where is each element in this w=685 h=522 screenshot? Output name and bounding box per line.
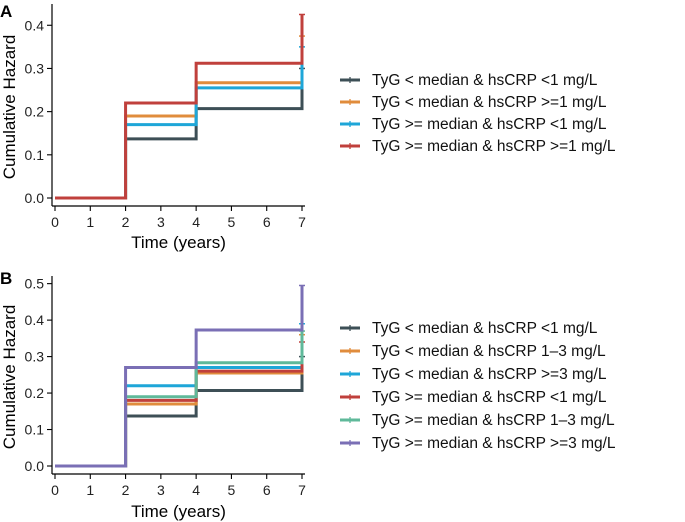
series-line-6: [55, 285, 304, 468]
series-line-3: [55, 323, 304, 468]
x-axis-title: Time (years): [131, 233, 226, 252]
x-tick-label: 4: [192, 214, 200, 230]
x-tick-label: 2: [122, 482, 130, 498]
panel-b: B 0.0 0.1 0.2 0.3 0.4 0.5 0 1 2 3 4 5 6 7 Time (years) C…: [0, 269, 616, 521]
x-tick-label: 7: [298, 214, 306, 230]
x-tick-label: 5: [228, 214, 236, 230]
y-tick-label: 0.3: [25, 349, 45, 365]
series-line-5: [55, 331, 304, 468]
panel-label: B: [0, 269, 12, 288]
x-tick-label: 0: [51, 482, 59, 498]
y-axis-title: Cumulative Hazard: [0, 305, 19, 450]
x-tick-label: 0: [51, 214, 59, 230]
x-tick-label: 4: [192, 482, 200, 498]
y-tick-label: 0.5: [25, 276, 45, 292]
legend-label: TyG < median & hsCRP 1–3 mg/L: [372, 343, 606, 360]
x-tick-label: 3: [157, 214, 165, 230]
legend-label: TyG < median & hsCRP <1 mg/L: [372, 72, 598, 89]
y-tick-label: 0.1: [25, 147, 45, 163]
x-tick-label: 6: [263, 214, 271, 230]
x-tick-label: 7: [298, 482, 306, 498]
legend-label: TyG >= median & hsCRP >=3 mg/L: [372, 435, 616, 452]
x-tick-label: 3: [157, 482, 165, 498]
series-line-4: [55, 14, 304, 200]
legend-label: TyG < median & hsCRP <1 mg/L: [372, 320, 598, 337]
legend-label: TyG < median & hsCRP >=3 mg/L: [372, 366, 607, 383]
y-tick-label: 0.3: [25, 60, 45, 76]
y-tick-label: 0.0: [25, 458, 45, 474]
x-tick-label: 6: [263, 482, 271, 498]
x-tick-label: 5: [228, 482, 236, 498]
series-line-3: [55, 46, 304, 200]
y-tick-label: 0.1: [25, 422, 45, 438]
legend-label: TyG >= median & hsCRP >=1 mg/L: [372, 138, 616, 155]
legend-label: TyG >= median & hsCRP <1 mg/L: [372, 389, 607, 406]
legend-label: TyG < median & hsCRP >=1 mg/L: [372, 94, 607, 111]
y-tick-label: 0.2: [25, 104, 45, 120]
y-tick-label: 0.4: [25, 17, 45, 33]
x-tick-label: 1: [86, 214, 94, 230]
y-tick-label: 0.0: [25, 190, 45, 206]
series-line-2: [55, 36, 304, 200]
x-axis-title: Time (years): [131, 502, 226, 521]
y-tick-label: 0.2: [25, 385, 45, 401]
y-tick-label: 0.4: [25, 312, 45, 328]
legend-label: TyG >= median & hsCRP 1–3 mg/L: [372, 412, 615, 429]
legend-label: TyG >= median & hsCRP <1 mg/L: [372, 116, 607, 133]
panel-label: A: [0, 2, 12, 21]
x-tick-label: 1: [86, 482, 94, 498]
x-tick-label: 2: [122, 214, 130, 230]
panel-a: A 0.0 0.1 0.2 0.3 0.4 0 1 2 3 4 5 6 7 Time (years) Cumu…: [0, 2, 616, 252]
y-axis-title: Cumulative Hazard: [0, 35, 19, 180]
